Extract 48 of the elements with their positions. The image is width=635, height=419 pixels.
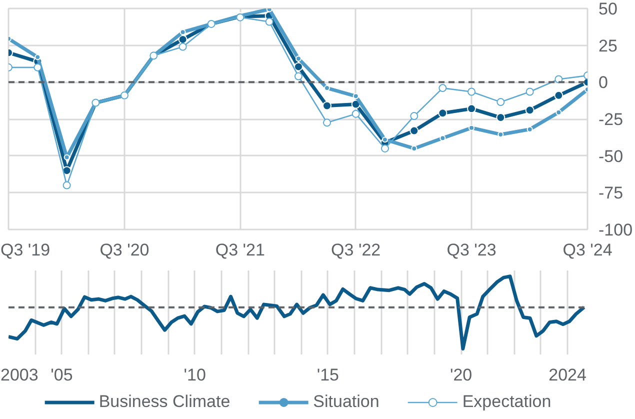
- point: [410, 126, 419, 136]
- legend-label: Business Climate: [98, 392, 230, 412]
- point: [468, 88, 476, 96]
- legend-label: Expectation: [462, 392, 552, 412]
- x-tick-label: 2003: [0, 366, 38, 384]
- point: [554, 90, 564, 100]
- point: [496, 98, 505, 106]
- point: [352, 110, 360, 118]
- point: [438, 84, 447, 92]
- x-tick-label: '05: [50, 366, 73, 384]
- x-tick-label: Q3 '21: [215, 240, 265, 260]
- point: [380, 144, 389, 152]
- point: [178, 42, 187, 51]
- y-tick-label: -25: [598, 110, 624, 129]
- y-tick-label: 50: [598, 0, 618, 18]
- point: [34, 63, 42, 72]
- x-tick-label: Q3 '19: [0, 240, 50, 260]
- y-tick-label: 25: [598, 36, 618, 56]
- point: [265, 18, 274, 26]
- point: [526, 88, 534, 96]
- point: [295, 56, 302, 62]
- point: [410, 112, 418, 120]
- point: [322, 101, 332, 110]
- point: [467, 104, 476, 114]
- y-tick-label: -50: [598, 146, 624, 166]
- y-tick-label: 0: [598, 73, 608, 92]
- point: [294, 72, 302, 80]
- point: [468, 124, 475, 131]
- x-tick-label: Q3 '22: [331, 240, 381, 260]
- point: [556, 109, 562, 116]
- point: [382, 136, 388, 143]
- x-tick-label: '15: [316, 366, 340, 384]
- point: [352, 93, 359, 100]
- x-tick-label: 2024: [548, 366, 586, 384]
- y-tick-label: -100: [598, 220, 633, 240]
- point: [180, 29, 186, 36]
- point: [64, 154, 70, 160]
- x-tick-label: Q3 '24: [562, 240, 612, 260]
- x-tick-label: '20: [450, 366, 472, 384]
- x-tick-label: '10: [184, 366, 206, 384]
- x-tick-label: Q3 '20: [100, 240, 150, 260]
- point: [438, 108, 448, 118]
- point: [62, 181, 71, 190]
- x-tick-label: Q3 '23: [446, 240, 496, 260]
- y-tick-label: -75: [598, 184, 624, 203]
- legend-label: Situation: [313, 392, 380, 412]
- point: [323, 118, 331, 127]
- point: [525, 106, 534, 115]
